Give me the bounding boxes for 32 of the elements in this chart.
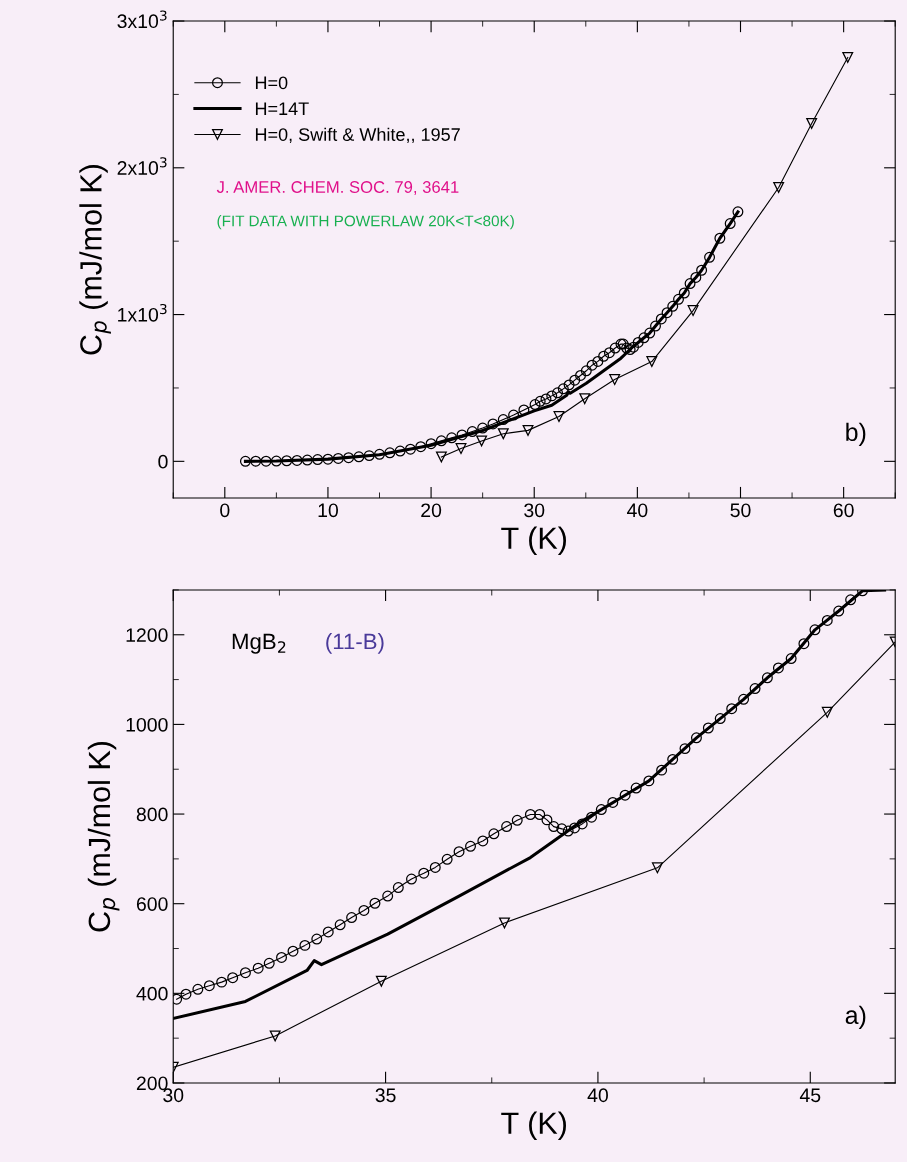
x-tick-label: 60 xyxy=(833,503,854,518)
annotation: a) xyxy=(845,1005,866,1029)
legend-label: H=0, Swift & White,, 1957 xyxy=(255,127,460,144)
y-tick-label: 1x10$^{3}$ xyxy=(118,303,167,322)
x-tick-label: 30 xyxy=(524,503,545,518)
y-axis-title: C$_{p}$ (mJ/mol K) xyxy=(87,741,120,932)
y-tick-label: 800 xyxy=(136,807,168,822)
x-tick-label: 10 xyxy=(318,503,338,518)
x-axis-title: T (K) xyxy=(501,1111,566,1140)
annotation: J. AMER. CHEM. SOC. 79, 3641 xyxy=(216,181,459,195)
y-tick-label: 0 xyxy=(158,454,168,469)
y-tick-label: 1200 xyxy=(126,628,168,643)
y-axis-title: C$_{p}$ (mJ/mol K) xyxy=(79,165,111,355)
legend-label: H=14T xyxy=(255,102,309,115)
x-tick-label: 20 xyxy=(421,503,442,518)
legend-label: H=0 xyxy=(255,76,288,90)
annotation: b) xyxy=(846,422,866,446)
x-tick-label: 50 xyxy=(730,503,751,518)
annotation: (11-B) xyxy=(326,633,384,654)
x-tick-label: 35 xyxy=(375,1088,396,1103)
x-tick-label: 45 xyxy=(799,1088,821,1103)
x-tick-label: 0 xyxy=(220,503,230,518)
y-tick-label: 1000 xyxy=(126,717,168,732)
x-tick-label: 40 xyxy=(627,503,648,518)
annotation: MgB$_{2}$ xyxy=(232,633,286,654)
y-tick-label: 3x10$^{3}$ xyxy=(117,10,167,29)
x-axis-title: T (K) xyxy=(501,526,566,556)
y-tick-label: 400 xyxy=(136,986,168,1001)
y-tick-label: 600 xyxy=(136,897,168,911)
annotation: (FIT DATA WITH POWERLAW 20K<T<80K) xyxy=(217,215,514,230)
y-tick-label: 2x10$^{3}$ xyxy=(117,157,167,175)
x-tick-label: 40 xyxy=(587,1088,608,1103)
